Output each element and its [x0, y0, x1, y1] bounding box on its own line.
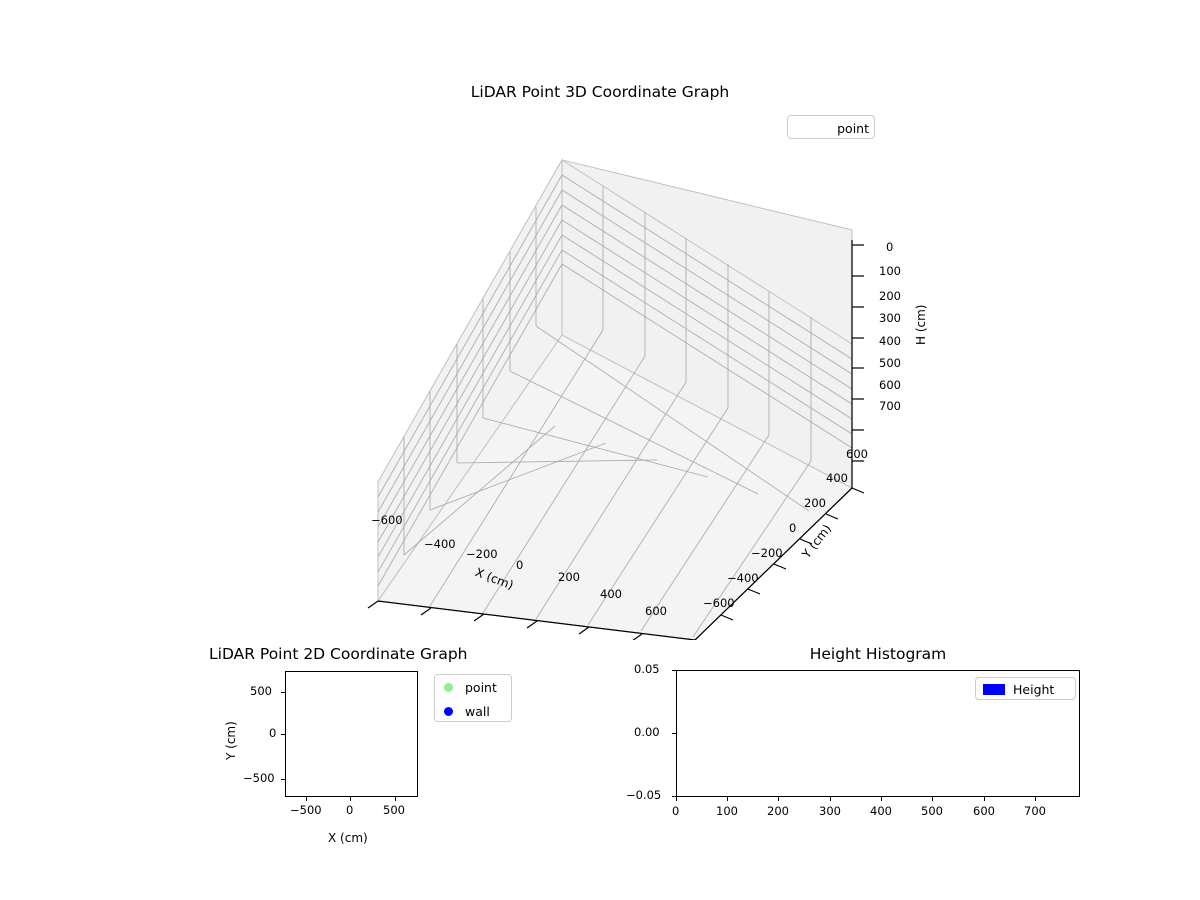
plot3d-ticks-x [367, 600, 695, 640]
plot2d-ytick-label: −500 [243, 771, 275, 785]
plot3d-zaxis-label: H (cm) [914, 304, 928, 346]
plot3d-ztick-label: 100 [879, 264, 901, 278]
plot2d-ytick-label: 500 [250, 684, 272, 698]
legend-marker-circle-icon [444, 706, 453, 716]
histogram-xtick-label: 100 [716, 804, 738, 818]
histogram-xtick-mark [676, 797, 678, 801]
histogram-legend[interactable]: Height [975, 677, 1076, 700]
plot3d-xtick-label: −400 [424, 537, 456, 551]
histogram-ytick-label: 0.00 [634, 725, 660, 739]
plot2d-axes[interactable] [285, 671, 418, 797]
plot3d-axes[interactable] [300, 130, 940, 640]
histogram-xtick-label: 500 [921, 804, 943, 818]
plot3d-canvas [367, 158, 865, 640]
legend-item-height[interactable]: Height [976, 678, 1075, 701]
plot3d-xtick-label: −600 [371, 513, 403, 527]
plot3d-ticks-h [852, 244, 864, 462]
histogram-xtick-label: 700 [1024, 804, 1046, 818]
plot3d-ztick-label: 400 [879, 334, 901, 348]
plot2d-ytick-mark [281, 779, 285, 781]
histogram-ytick-mark [672, 733, 676, 735]
plot3d-ztick-label: 0 [886, 240, 894, 254]
plot2d-xtick-mark [306, 797, 308, 801]
plot3d-ytick-label: −600 [703, 596, 735, 610]
histogram-xtick-label: 600 [973, 804, 995, 818]
plot3d-ztick-label: 700 [879, 399, 901, 413]
plot3d-ztick-label: 600 [879, 378, 901, 392]
plot3d-ytick-label: 400 [826, 471, 848, 485]
plot3d-xtick-label: 200 [558, 570, 580, 584]
histogram-xtick-mark [778, 797, 780, 801]
plot3d-xtick-label: 0 [516, 558, 524, 572]
plot3d-grid-right [561, 174, 853, 461]
histogram-xtick-label: 400 [870, 804, 892, 818]
legend-label: wall [465, 703, 490, 719]
plot2d-xtick-mark [350, 797, 352, 801]
legend-label: point [837, 120, 869, 136]
histogram-ytick-label: 0.05 [634, 662, 660, 676]
plot3d-ytick-label: −400 [727, 571, 759, 585]
plot3d-ticks-y [695, 487, 865, 640]
plot2d-legend[interactable]: point wall [434, 674, 512, 722]
histogram-ytick-mark [672, 796, 676, 798]
plot2d-xtick-mark [395, 797, 397, 801]
plot3d-ytick-label: 0 [789, 521, 797, 535]
histogram-xtick-mark [727, 797, 729, 801]
histogram-xtick-label: 200 [767, 804, 789, 818]
plot2d-ytick-mark [281, 692, 285, 694]
legend-item-point[interactable]: point [788, 116, 876, 140]
plot3d-ytick-label: 600 [846, 447, 868, 461]
plot3d-xtick-label: −200 [466, 547, 498, 561]
plot2d-xaxis-label: X (cm) [328, 831, 368, 845]
histogram-title: Height Histogram [809, 645, 947, 663]
plot3d-ztick-label: 500 [879, 356, 901, 370]
plot3d-ytick-label: −200 [751, 546, 783, 560]
histogram-xtick-label: 0 [672, 804, 680, 818]
legend-item-point[interactable]: point [435, 675, 511, 699]
legend-marker-circle-icon [444, 682, 453, 692]
plot3d-grid-left [377, 174, 563, 587]
legend-label: Height [1013, 682, 1055, 697]
histogram-ytick-mark [672, 670, 676, 672]
histogram-xtick-mark [830, 797, 832, 801]
plot2d-xtick-label: −500 [290, 803, 322, 817]
plot2d-yaxis-label: Y (cm) [224, 721, 238, 760]
histogram-ytick-label: −0.05 [626, 788, 662, 802]
plot2d-ytick-mark [281, 734, 285, 736]
histogram-xtick-label: 300 [819, 804, 841, 818]
legend-item-wall[interactable]: wall [435, 699, 511, 723]
histogram-xtick-mark [984, 797, 986, 801]
histogram-xtick-mark [1035, 797, 1037, 801]
plot3d-title: LiDAR Point 3D Coordinate Graph [470, 83, 730, 101]
plot3d-grid-floor [403, 325, 812, 638]
legend-label: point [465, 679, 497, 695]
plot3d-legend[interactable]: point [787, 115, 875, 139]
plot3d-xtick-label: 400 [600, 587, 622, 601]
plot3d-ztick-label: 300 [879, 311, 901, 325]
plot3d-xtick-label: 600 [645, 604, 667, 618]
plot2d-ytick-label: 0 [269, 726, 277, 740]
legend-marker-patch-icon [983, 684, 1005, 695]
histogram-xtick-mark [932, 797, 934, 801]
plot2d-xtick-label: 500 [383, 803, 405, 817]
plot3d-ytick-label: 200 [804, 496, 826, 510]
plot3d-ztick-label: 200 [879, 289, 901, 303]
plot2d-title: LiDAR Point 2D Coordinate Graph [209, 645, 468, 663]
plot2d-xtick-label: 0 [346, 803, 354, 817]
histogram-xtick-mark [881, 797, 883, 801]
